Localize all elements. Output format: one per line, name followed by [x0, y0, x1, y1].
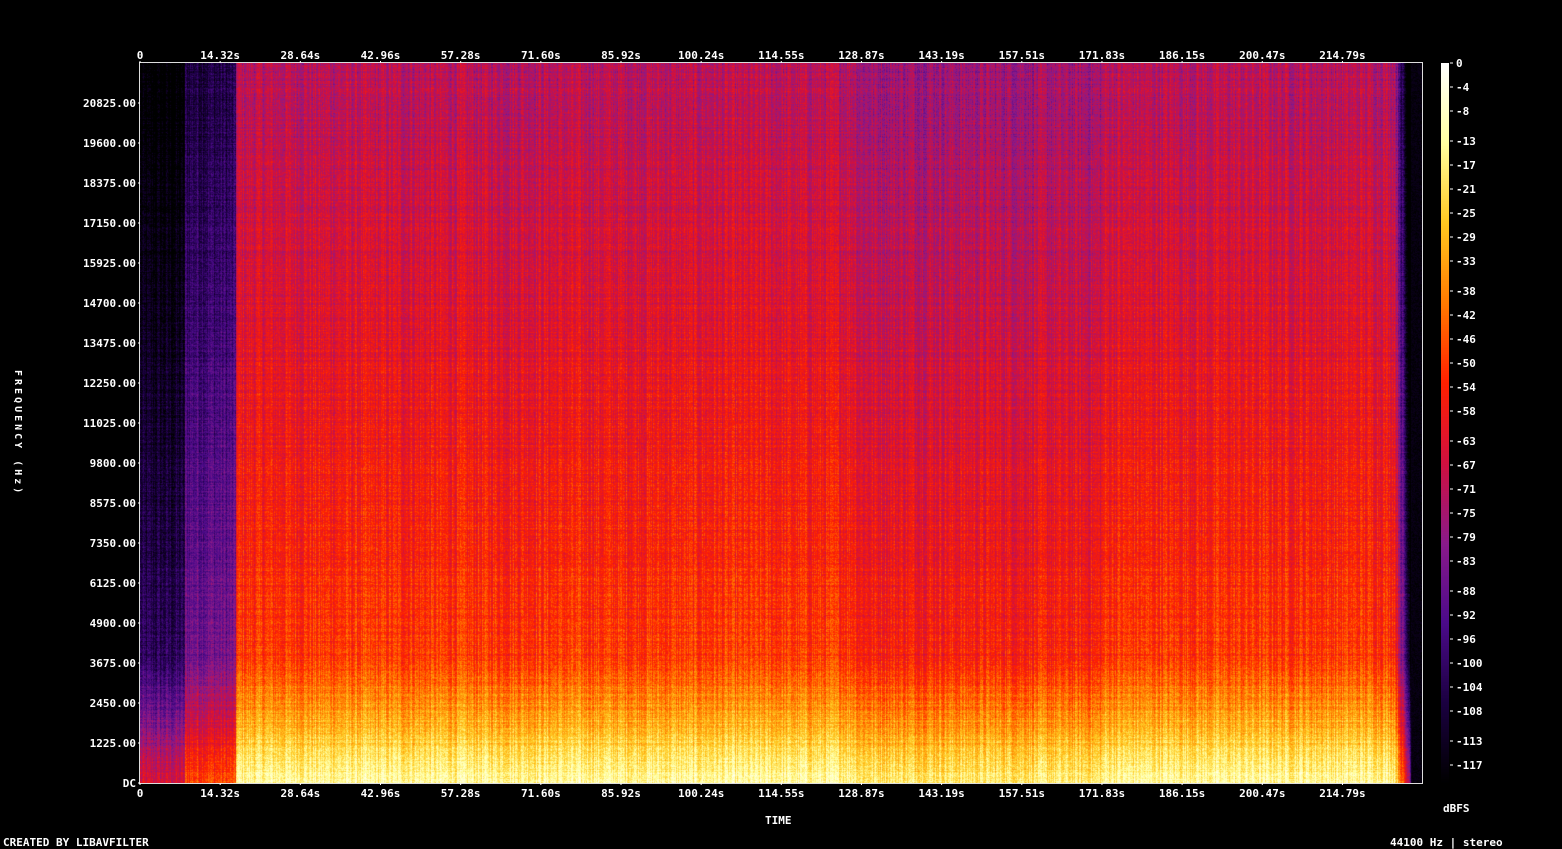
x-tick-label-top: 200.47s	[1239, 49, 1285, 62]
spectrogram-image	[140, 63, 1422, 783]
x-tick-label-bottom: 186.15s	[1159, 787, 1205, 800]
x-tick-label-bottom: 42.96s	[361, 787, 401, 800]
y-tick-label: 11025.00	[83, 417, 136, 430]
x-tick-label-bottom: 100.24s	[678, 787, 724, 800]
x-tick-label-bottom: 114.55s	[758, 787, 804, 800]
y-tick-label: 6125.00	[90, 577, 136, 590]
x-tick-label-top: 28.64s	[280, 49, 320, 62]
colorbar-tick-label: -38	[1456, 285, 1476, 298]
created-by-label: CREATED BY LIBAVFILTER	[3, 836, 149, 849]
y-tick-label: 13475.00	[83, 337, 136, 350]
colorbar-tick-label: 0	[1456, 57, 1463, 70]
colorbar-gradient	[1441, 63, 1449, 783]
y-tick-label: 9800.00	[90, 457, 136, 470]
y-tick-label: 20825.00	[83, 97, 136, 110]
x-tick-label-bottom: 157.51s	[999, 787, 1045, 800]
y-tick-label: 14700.00	[83, 297, 136, 310]
y-axis-title: FREQUENCY (Hz)	[12, 370, 23, 497]
x-tick-label-bottom: 28.64s	[280, 787, 320, 800]
colorbar-tick-label: -21	[1456, 183, 1476, 196]
colorbar-tick-label: -75	[1456, 507, 1476, 520]
colorbar-tick-label: -117	[1456, 759, 1483, 772]
y-tick-label: 8575.00	[90, 497, 136, 510]
colorbar-tick-label: -92	[1456, 609, 1476, 622]
x-tick-label-top: 186.15s	[1159, 49, 1205, 62]
colorbar-tick-label: -63	[1456, 435, 1476, 448]
x-axis-title: TIME	[765, 814, 792, 827]
x-tick-label-top: 14.32s	[200, 49, 240, 62]
y-tick-label: 12250.00	[83, 377, 136, 390]
colorbar-tick-label: -71	[1456, 483, 1476, 496]
colorbar-tick-label: -4	[1456, 81, 1470, 94]
y-tick-label: 17150.00	[83, 217, 136, 230]
x-tick-label-top: 128.87s	[838, 49, 884, 62]
spectrogram-plot	[139, 62, 1423, 784]
y-tick-label: 1225.00	[90, 737, 136, 750]
x-tick-label-bottom: 71.60s	[521, 787, 561, 800]
colorbar-tick-label: -33	[1456, 255, 1476, 268]
sample-info-label: 44100 Hz | stereo	[1390, 836, 1503, 849]
colorbar-tick-label: -100	[1456, 657, 1483, 670]
x-tick-label-top: 0	[137, 49, 144, 62]
colorbar-tick-label: -42	[1456, 309, 1476, 322]
x-tick-label-top: 42.96s	[361, 49, 401, 62]
colorbar-tick-label: -88	[1456, 585, 1476, 598]
x-tick-label-bottom: 57.28s	[441, 787, 481, 800]
x-tick-label-bottom: 85.92s	[601, 787, 641, 800]
x-tick-label-bottom: 171.83s	[1079, 787, 1125, 800]
x-tick-label-top: 100.24s	[678, 49, 724, 62]
x-tick-label-top: 157.51s	[999, 49, 1045, 62]
y-tick-label: 3675.00	[90, 657, 136, 670]
y-tick-label: 18375.00	[83, 177, 136, 190]
colorbar-tick-label: -83	[1456, 555, 1476, 568]
x-tick-label-bottom: 200.47s	[1239, 787, 1285, 800]
y-tick-label: 19600.00	[83, 137, 136, 150]
x-tick-label-top: 57.28s	[441, 49, 481, 62]
colorbar-tick-label: -54	[1456, 381, 1476, 394]
colorbar-tick-label: -58	[1456, 405, 1476, 418]
y-tick-label: 2450.00	[90, 697, 136, 710]
colorbar-tick-label: -17	[1456, 159, 1476, 172]
x-tick-label-top: 143.19s	[918, 49, 964, 62]
colorbar-tick-label: -25	[1456, 207, 1476, 220]
colorbar-tick-label: -46	[1456, 333, 1476, 346]
colorbar-tick-label: -104	[1456, 681, 1483, 694]
x-tick-label-bottom: 0	[137, 787, 144, 800]
x-tick-label-bottom: 14.32s	[200, 787, 240, 800]
x-tick-label-top: 114.55s	[758, 49, 804, 62]
y-tick-label: DC	[123, 777, 136, 790]
colorbar-tick-label: -13	[1456, 135, 1476, 148]
colorbar-tick-label: -67	[1456, 459, 1476, 472]
x-tick-label-bottom: 128.87s	[838, 787, 884, 800]
x-tick-label-top: 214.79s	[1319, 49, 1365, 62]
y-tick-label: 7350.00	[90, 537, 136, 550]
x-tick-label-bottom: 214.79s	[1319, 787, 1365, 800]
x-tick-label-top: 171.83s	[1079, 49, 1125, 62]
y-tick-label: 4900.00	[90, 617, 136, 630]
colorbar-tick-label: -113	[1456, 735, 1483, 748]
colorbar-tick-label: -29	[1456, 231, 1476, 244]
colorbar-unit: dBFS	[1443, 802, 1470, 815]
x-tick-label-top: 71.60s	[521, 49, 561, 62]
colorbar-tick-label: -8	[1456, 105, 1469, 118]
colorbar-tick-label: -79	[1456, 531, 1476, 544]
y-tick-label: 15925.00	[83, 257, 136, 270]
colorbar-tick-label: -50	[1456, 357, 1476, 370]
colorbar-tick-label: -96	[1456, 633, 1476, 646]
colorbar-tick-label: -108	[1456, 705, 1483, 718]
x-tick-label-bottom: 143.19s	[918, 787, 964, 800]
x-tick-label-top: 85.92s	[601, 49, 641, 62]
